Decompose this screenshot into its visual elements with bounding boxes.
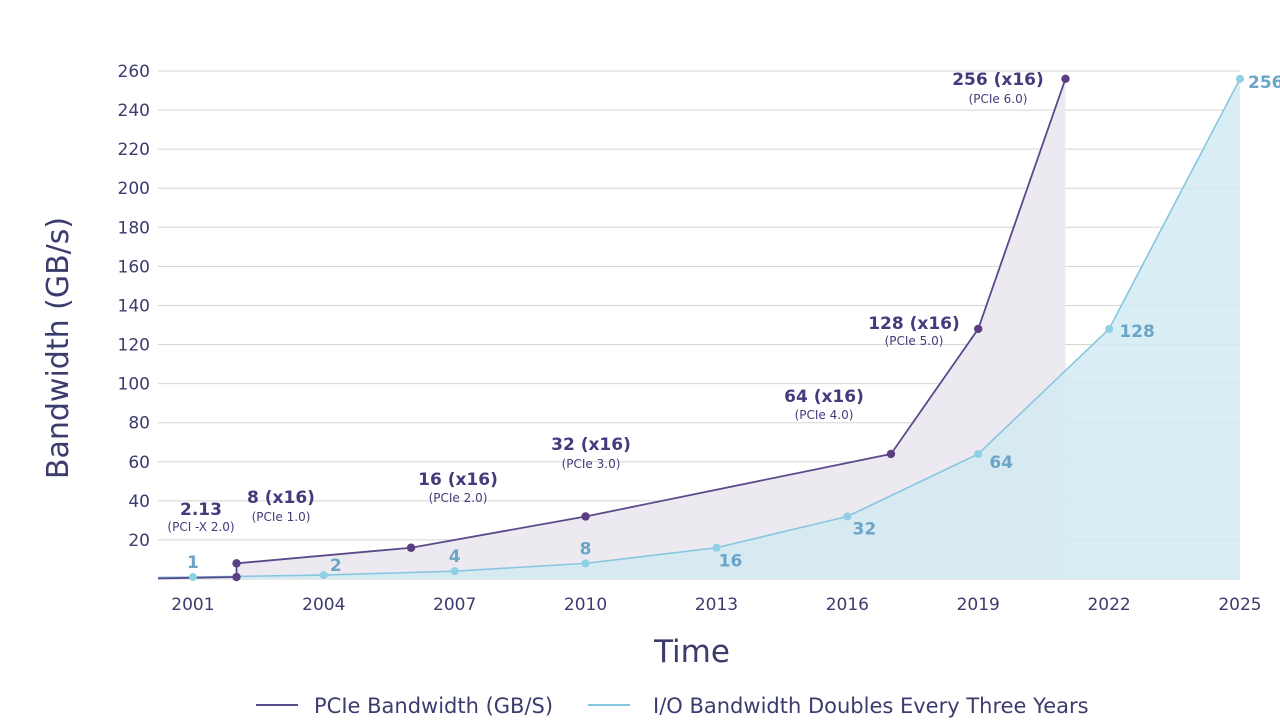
io-data-point xyxy=(1236,74,1244,83)
legend-label-pcie: PCIe Bandwidth (GB/S) xyxy=(314,694,553,718)
y-tick-label: 160 xyxy=(118,257,150,277)
area-fills xyxy=(158,78,1240,580)
y-tick-label: 80 xyxy=(128,414,150,434)
y-tick-label: 260 xyxy=(118,62,150,82)
x-axis-ticks: 2001 2004 2007 2010 2013 2016 2019 2022 2025 xyxy=(171,595,1261,615)
pcie-value-label: 8 (x16) xyxy=(247,488,315,508)
pcie-data-point xyxy=(886,449,896,459)
x-tick-label: 2007 xyxy=(433,595,476,615)
y-tick-label: 20 xyxy=(128,531,150,551)
x-tick-label: 2019 xyxy=(957,595,1000,615)
pcie-version-label: (PCIe 4.0) xyxy=(795,408,854,422)
legend-label-io: I/O Bandwidth Doubles Every Three Years xyxy=(653,694,1089,718)
y-axis-ticks: 20 40 60 80 100 120 140 160 180 200 220 240 260 xyxy=(118,62,150,551)
io-data-point xyxy=(1105,324,1114,333)
pcie-version-label: (PCIe 3.0) xyxy=(562,457,621,471)
y-tick-label: 220 xyxy=(118,140,150,160)
pcie-version-label: (PCIe 1.0) xyxy=(252,510,311,524)
pcie-data-point xyxy=(974,324,983,334)
io-data-point xyxy=(843,512,852,521)
x-tick-label: 2001 xyxy=(171,595,214,615)
io-value-label: 64 xyxy=(989,453,1013,473)
pcie-data-point xyxy=(232,572,241,582)
io-data-point xyxy=(581,559,590,568)
pcie-data-point xyxy=(406,543,416,552)
io-value-label: 16 xyxy=(719,552,743,572)
io-value-label: 256 xyxy=(1248,73,1280,93)
io-value-label: 8 xyxy=(580,539,592,559)
y-axis-title: Bandwidth (GB/s) xyxy=(41,217,76,479)
io-data-point xyxy=(188,573,197,582)
pcie-value-label: 16 (x16) xyxy=(418,470,498,490)
pcie-value-label: 128 (x16) xyxy=(868,314,960,334)
io-data-point xyxy=(712,543,721,552)
x-tick-label: 2016 xyxy=(826,595,869,615)
data-points xyxy=(188,74,1244,582)
pcie-value-label: 32 (x16) xyxy=(551,435,631,455)
x-tick-label: 2004 xyxy=(302,595,345,615)
pcie-version-label: (PCIe 6.0) xyxy=(969,92,1028,106)
pcie-value-label: 64 (x16) xyxy=(784,387,864,407)
io-value-label: 1 xyxy=(187,553,199,573)
x-tick-label: 2010 xyxy=(564,595,607,615)
io-value-label: 4 xyxy=(449,547,461,567)
pcie-data-point xyxy=(581,512,590,521)
y-tick-label: 60 xyxy=(128,453,150,473)
pcie-version-label: (PCI -X 2.0) xyxy=(167,520,234,534)
io-value-label: 2 xyxy=(330,556,342,576)
io-data-point xyxy=(450,567,459,576)
x-tick-label: 2022 xyxy=(1087,595,1130,615)
io-value-label: 32 xyxy=(853,519,877,539)
pcie-version-label: (PCIe 2.0) xyxy=(429,491,488,505)
io-data-point xyxy=(319,571,328,580)
y-tick-label: 100 xyxy=(118,375,150,395)
pcie-data-point xyxy=(232,559,241,568)
x-tick-label: 2025 xyxy=(1218,595,1261,615)
y-tick-label: 240 xyxy=(118,101,150,121)
pcie-data-point xyxy=(1061,74,1070,84)
x-axis-title: Time xyxy=(653,634,730,670)
legend: PCIe Bandwidth (GB/S) I/O Bandwidth Doub… xyxy=(256,694,1089,718)
pcie-version-label: (PCIe 5.0) xyxy=(885,334,944,348)
y-tick-label: 140 xyxy=(118,296,150,316)
y-tick-label: 40 xyxy=(128,492,150,512)
pcie-value-label: 2.13 xyxy=(180,500,222,520)
io-area-fill xyxy=(158,78,1240,580)
io-series-line xyxy=(157,78,1241,579)
x-tick-label: 2013 xyxy=(695,595,738,615)
io-value-label: 128 xyxy=(1119,322,1155,342)
y-tick-label: 180 xyxy=(118,218,150,238)
data-labels: 1 2 4 8 16 32 64 128 256 2.13(PCI -X 2.0) 8 (x16) (… xyxy=(167,70,1280,576)
y-tick-label: 200 xyxy=(118,179,150,199)
y-tick-label: 120 xyxy=(118,336,150,356)
io-data-point xyxy=(974,449,983,458)
pcie-value-label: 256 (x16) xyxy=(952,70,1044,90)
